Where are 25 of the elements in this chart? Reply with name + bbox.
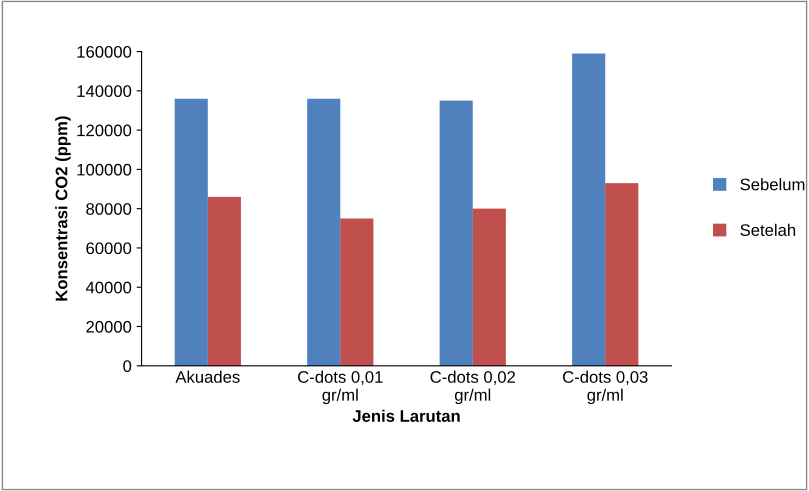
x-tick-label: C-dots 0,03 gr/ml — [563, 370, 648, 404]
y-tick-label: 60000 — [86, 242, 132, 254]
legend-label: Sebelum — [740, 178, 804, 190]
y-tick-label: 120000 — [78, 124, 132, 136]
bar — [208, 196, 241, 366]
y-axis-title: Konsentrasi CO2 (ppm) — [55, 116, 71, 301]
y-tick-label: 20000 — [86, 320, 132, 333]
bar — [440, 100, 473, 366]
y-tick-label: 140000 — [78, 85, 132, 98]
y-tick-label: 160000 — [78, 46, 132, 58]
x-axis-title: Jenis Larutan — [352, 410, 460, 422]
bar — [572, 54, 606, 366]
y-tick-label: 0 — [123, 360, 132, 372]
bar — [174, 98, 208, 366]
y-tick-label: 100000 — [78, 164, 132, 176]
y-tick-label: 80000 — [86, 203, 132, 215]
x-tick-label: Akuades — [175, 370, 240, 383]
legend-label: Setelah — [740, 224, 796, 236]
bar — [605, 183, 638, 366]
x-tick-label: C-dots 0,01 gr/ml — [298, 370, 383, 404]
bar — [307, 98, 340, 366]
bar — [340, 218, 374, 366]
x-tick-label: C-dots 0,02 gr/ml — [430, 370, 516, 404]
y-tick-label: 40000 — [86, 282, 132, 294]
bar — [472, 208, 506, 366]
